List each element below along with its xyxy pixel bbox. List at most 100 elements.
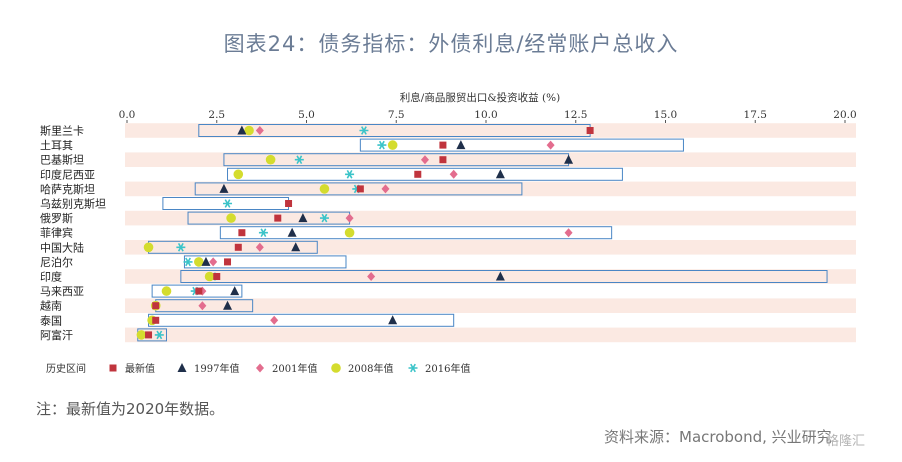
marker-1997 [287,227,297,237]
range-box [148,313,455,327]
row-band [125,181,856,197]
marker-1997 [291,242,301,252]
axis-title: 利息/商品服贸出口&投资收益 (%) [400,91,560,104]
source-text: 资料来源：Macrobond, 兴业研究 [604,428,832,446]
chart-title: 图表24：债务指标：外债利息/经常账户总收入 [223,32,679,56]
marker-2001 [546,140,555,150]
marker-2001 [449,169,458,179]
x-tick-label: 15.0 [654,109,677,121]
marker-1997 [564,154,574,164]
country-label: 印度尼西亚 [40,167,95,181]
marker-latest [439,156,447,164]
marker-2001 [564,228,573,238]
marker-1997 [388,315,398,325]
x-tick-label: 12.5 [564,109,587,121]
marker-2016 [377,140,387,150]
x-tick-label: 7.5 [388,109,405,121]
marker-2008 [143,242,154,253]
watermark-logo: 格隆汇 [826,434,866,449]
marker-2016 [345,170,355,179]
marker-latest [152,302,160,310]
marker-1997 [495,169,505,179]
marker-1997 [456,140,466,150]
marker-2008 [265,154,276,165]
marker-2001 [198,301,207,311]
marker-latest [213,273,221,280]
marker-2008 [226,213,236,223]
marker-2001 [255,242,264,252]
marker-1997 [298,213,308,223]
marker-2008 [244,125,254,136]
marker-2001 [420,155,429,165]
legend-marker-1997 [177,363,187,372]
marker-2008 [233,169,244,180]
legend-marker-2016 [408,363,418,373]
marker-2016 [154,330,164,340]
legend-label: 2016年值 [425,362,470,375]
legend-label: 1997年值 [194,362,239,375]
country-label: 乌兹别克斯坦 [40,197,106,211]
marker-2016 [176,243,186,252]
range-box [219,226,613,240]
row-band [125,123,856,138]
country-label: 越南 [40,299,62,313]
legend-marker-2008 [331,363,341,373]
x-tick-label: 5.0 [298,109,315,121]
marker-2016 [359,126,369,135]
country-label: 巴基斯坦 [40,153,84,167]
range-box [183,255,347,269]
range-box [151,284,243,298]
range-box [359,138,684,152]
country-label: 土耳其 [40,139,73,152]
marker-2008 [204,271,215,282]
legend-label: 历史区间 [46,362,86,375]
country-label: 菲律宾 [40,226,73,240]
marker-latest [586,127,594,134]
marker-latest [285,200,293,207]
legend-label: 2001年值 [272,362,317,375]
x-tick-label: 20.0 [833,109,856,121]
marker-1997 [201,256,211,266]
marker-2001 [270,315,279,325]
marker-2001 [367,272,376,281]
footnote: 注：最新值为2020年数据。 [36,400,225,418]
marker-1997 [237,125,247,135]
marker-2008 [136,330,147,340]
row-band [125,269,856,284]
marker-1997 [219,183,229,193]
marker-latest [152,316,160,324]
marker-1997 [230,286,240,296]
country-label: 阿富汗 [40,328,73,342]
marker-2001 [255,126,264,135]
marker-2008 [387,140,398,150]
country-label: 俄罗斯 [40,212,73,225]
row-band [125,152,856,167]
x-tick-label: 17.5 [744,109,767,121]
legend-marker-2001 [256,363,264,373]
range-box [227,167,623,181]
country-label: 哈萨克斯坦 [40,182,95,196]
marker-2001 [209,257,218,267]
row-band [125,240,856,255]
legend-marker-latest [109,364,117,372]
country-label: 马来西亚 [40,285,84,298]
marker-latest [238,229,246,237]
country-label: 印度 [40,270,62,284]
x-tick-label: 2.5 [208,109,225,121]
x-tick-label: 10.0 [474,109,497,121]
marker-2008 [161,286,172,296]
country-label: 泰国 [40,313,62,327]
country-label: 尼泊尔 [40,256,73,269]
marker-2016 [258,228,268,237]
range-box [180,270,828,283]
marker-2016 [223,199,233,208]
x-tick-label: 0.0 [119,109,136,121]
legend-label: 最新值 [125,362,155,375]
marker-latest [234,243,242,251]
marker-latest [356,185,364,193]
marker-2016 [294,155,304,164]
marker-1997 [223,300,233,310]
marker-2016 [183,257,193,267]
marker-latest [195,287,203,295]
